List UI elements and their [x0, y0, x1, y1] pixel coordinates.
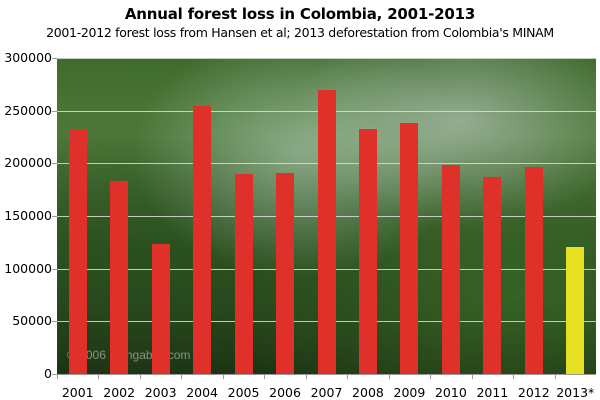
x-tick-mark: [139, 374, 141, 379]
bar-2008: [358, 128, 377, 374]
x-tick-label: 2001: [61, 385, 94, 400]
bar-2010: [441, 165, 460, 374]
x-tick-label: 2008: [352, 385, 384, 400]
y-tick-label: 250000: [4, 102, 52, 118]
y-tick-mark: [52, 216, 57, 217]
x-tick-mark: [57, 374, 58, 379]
bar-2006: [276, 172, 295, 374]
y-tick-label: 300000: [4, 50, 52, 65]
bar-2013: [566, 246, 585, 374]
bar-2011: [483, 177, 502, 374]
bar-2005: [234, 173, 253, 374]
x-tick-mark: [430, 374, 432, 379]
x-tick-mark: [347, 374, 349, 379]
x-tick-label: 2009: [393, 385, 426, 400]
x-tick-mark: [264, 374, 266, 379]
bar-2002: [110, 181, 129, 374]
y-tick-label: 50000: [12, 313, 52, 329]
x-tick-mark: [98, 374, 100, 379]
x-axis-line: [57, 374, 596, 375]
bar-2007: [317, 89, 336, 374]
x-tick-label: 2013*: [556, 385, 595, 400]
y-tick-mark: [52, 374, 57, 375]
x-tick-label: 2007: [310, 385, 343, 400]
y-tick-mark: [52, 268, 57, 270]
y-tick-mark: [52, 110, 57, 112]
x-tick-mark: [305, 374, 307, 379]
y-tick-label: 0: [44, 366, 52, 381]
bar-2003: [151, 244, 170, 374]
bar-2004: [193, 106, 212, 374]
x-tick-mark: [181, 374, 183, 379]
gridline: [57, 58, 596, 59]
x-tick-mark: [513, 374, 515, 379]
bar-2001: [68, 129, 87, 374]
y-tick-mark: [52, 163, 57, 165]
y-tick-label: 200000: [4, 155, 52, 171]
x-tick-label: 2004: [186, 385, 219, 400]
x-tick-mark: [222, 374, 224, 379]
y-tick-mark: [52, 58, 57, 59]
y-tick-mark: [52, 321, 57, 323]
bar-2012: [524, 166, 543, 374]
y-tick-label: 100000: [4, 260, 52, 276]
x-tick-label: 2006: [269, 385, 301, 400]
chart-title: Annual forest loss in Colombia, 2001-201…: [124, 5, 476, 23]
x-tick-mark: [388, 374, 390, 379]
y-tick-label: 150000: [4, 208, 52, 223]
x-tick-label: 2011: [476, 385, 509, 400]
x-tick-mark: [471, 374, 473, 379]
x-tick-label: 2005: [227, 385, 260, 400]
bar-2009: [400, 123, 419, 374]
chart-subtitle: 2001-2012 forest loss from Hansen et al;…: [46, 25, 554, 40]
x-tick-label: 2012: [517, 385, 550, 400]
x-tick-label: 2002: [103, 385, 136, 400]
x-tick-mark: [554, 374, 556, 379]
x-tick-label: 2003: [144, 385, 177, 400]
plot-area: © 2006 mongabay.com: [57, 58, 596, 374]
x-tick-label: 2010: [434, 385, 467, 400]
